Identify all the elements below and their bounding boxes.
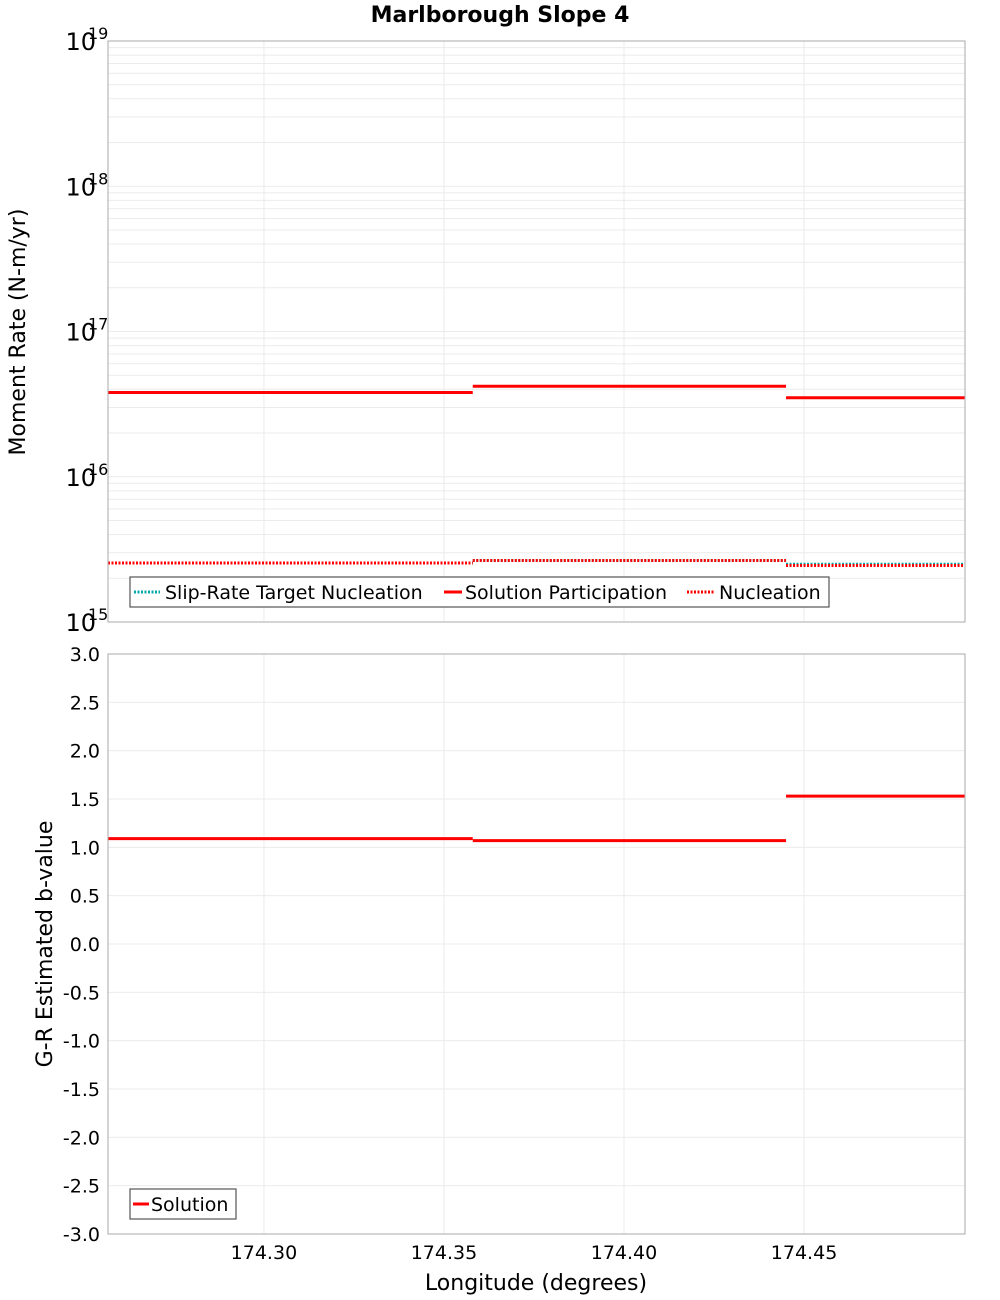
b-value-series [108, 794, 965, 843]
b-value-plot-frame [107, 653, 966, 1235]
legend-label-slip-rate-target: Slip-Rate Target Nucleation [165, 582, 423, 604]
svg-text:-2.5: -2.5 [63, 1176, 100, 1198]
x-axis-label: Longitude (degrees) [425, 1271, 647, 1296]
b-value-legend: Solution [129, 1188, 237, 1220]
svg-text:0.5: 0.5 [70, 886, 100, 908]
svg-text:174.30: 174.30 [231, 1242, 297, 1264]
svg-text:15: 15 [88, 605, 108, 624]
svg-text:10: 10 [65, 319, 96, 347]
moment-rate-y-axis-label: Moment Rate (N-m/yr) [6, 209, 31, 456]
svg-text:16: 16 [88, 460, 108, 479]
legend-label-solution-participation: Solution Participation [465, 582, 667, 604]
chart-title: Marlborough Slope 4 [371, 3, 630, 28]
moment-rate-plot-frame [107, 40, 966, 623]
svg-text:10: 10 [65, 609, 96, 637]
svg-text:-0.5: -0.5 [63, 982, 100, 1004]
b-value-plot: 3.0 2.5 2.0 1.5 1.0 0.5 0.0 -0.5 -1.0 -1.5 -2.0 -2.… [33, 644, 966, 1246]
svg-text:-2.0: -2.0 [63, 1127, 100, 1149]
b-value-y-ticks: 3.0 2.5 2.0 1.5 1.0 0.5 0.0 -0.5 -1.0 -1.5 -2.0 -2.… [63, 644, 100, 1246]
svg-text:10: 10 [65, 464, 96, 492]
moment-rate-series [108, 384, 965, 567]
svg-text:-1.5: -1.5 [63, 1079, 100, 1101]
b-value-y-axis-label: G-R Estimated b-value [33, 821, 58, 1068]
svg-text:17: 17 [88, 315, 108, 334]
legend-label-nucleation: Nucleation [719, 582, 821, 604]
svg-text:174.40: 174.40 [591, 1242, 657, 1264]
svg-text:2.0: 2.0 [70, 741, 100, 763]
svg-text:2.5: 2.5 [70, 692, 100, 714]
svg-text:1.5: 1.5 [70, 789, 100, 811]
x-axis-ticks: 174.30 174.35 174.40 174.45 [231, 1242, 838, 1264]
svg-text:10: 10 [65, 173, 96, 201]
svg-text:-3.0: -3.0 [63, 1224, 100, 1246]
svg-text:0.0: 0.0 [70, 934, 100, 956]
moment-rate-legend: Slip-Rate Target Nucleation Solution Par… [129, 576, 830, 608]
svg-text:1.0: 1.0 [70, 837, 100, 859]
svg-text:-1.0: -1.0 [63, 1031, 100, 1053]
svg-text:19: 19 [88, 24, 108, 43]
svg-text:174.35: 174.35 [411, 1242, 477, 1264]
svg-text:10: 10 [65, 28, 96, 56]
moment-rate-grid [108, 41, 965, 623]
svg-text:18: 18 [88, 169, 108, 188]
svg-text:3.0: 3.0 [70, 644, 100, 666]
legend-label-solution: Solution [151, 1194, 228, 1216]
svg-text:174.45: 174.45 [771, 1242, 837, 1264]
